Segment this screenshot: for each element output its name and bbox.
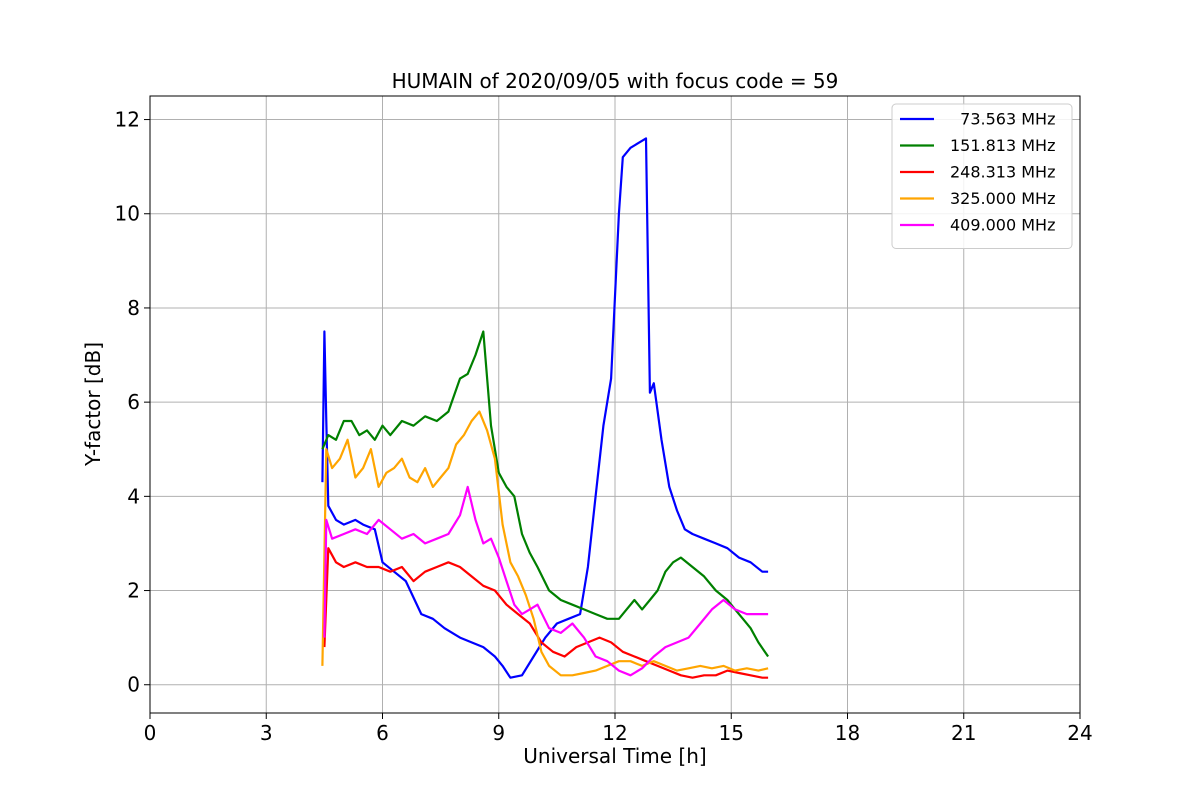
series-line-4	[323, 485, 769, 677]
chart-title: HUMAIN of 2020/09/05 with focus code = 5…	[392, 69, 839, 93]
y-tick-label: 10	[115, 202, 140, 226]
x-tick-label: 3	[260, 721, 273, 745]
series-line-2	[323, 547, 769, 679]
x-tick-label: 6	[376, 721, 389, 745]
series-line-1	[321, 330, 770, 658]
x-tick-label: 9	[492, 721, 505, 745]
series-line-3	[321, 410, 769, 677]
y-tick-label: 4	[127, 484, 140, 508]
series-lines	[321, 137, 770, 679]
x-tick-label: 12	[602, 721, 627, 745]
x-axis-label: Universal Time [h]	[523, 744, 706, 768]
legend: 73.563 MHz 151.813 MHz 248.313 MHz 325.000 …	[891, 103, 1073, 249]
y-tick-label: 12	[115, 108, 140, 132]
y-tick-label: 6	[127, 390, 140, 414]
y-tick-label: 8	[127, 296, 140, 320]
legend-label-4: 409.000 MHz	[950, 216, 1055, 235]
legend-label-1: 151.813 MHz	[950, 136, 1055, 155]
legend-label-3: 325.000 MHz	[950, 189, 1055, 208]
x-tick-label: 18	[835, 721, 860, 745]
legend-label-0: 73.563 MHz	[950, 110, 1055, 129]
x-tick-label: 15	[719, 721, 744, 745]
legend-box	[891, 103, 1073, 249]
series-line-0	[321, 137, 769, 679]
y-tick-label: 2	[127, 579, 140, 603]
x-tick-label: 24	[1067, 721, 1092, 745]
y-tick-label: 0	[127, 673, 140, 697]
x-tick-label: 0	[144, 721, 157, 745]
x-tick-label: 21	[951, 721, 976, 745]
legend-label-2: 248.313 MHz	[950, 163, 1055, 182]
y-axis-label: Y-factor [dB]	[81, 342, 105, 467]
